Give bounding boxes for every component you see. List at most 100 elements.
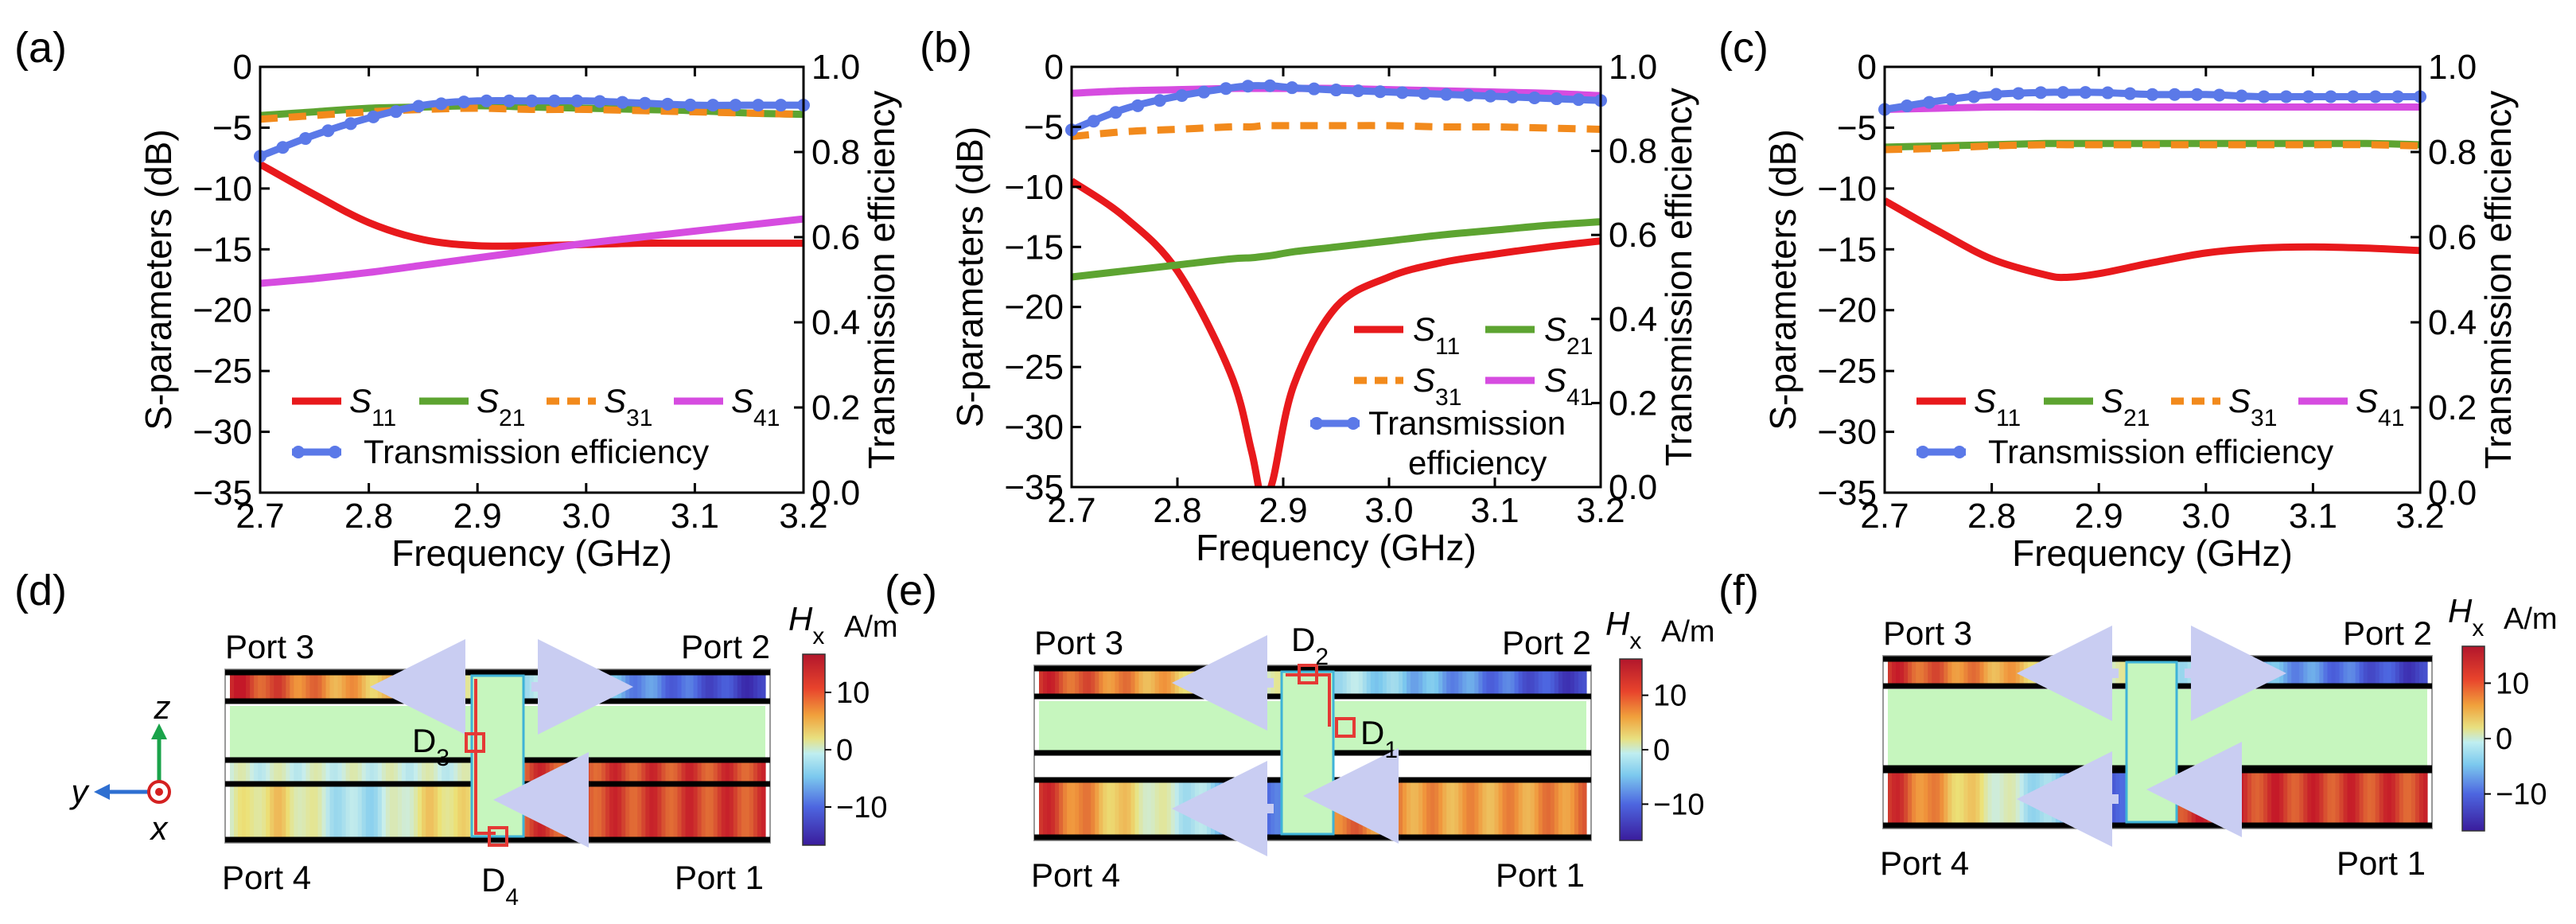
legend-label-s31: S31 <box>604 382 652 431</box>
te-marker <box>2190 88 2204 101</box>
te-marker <box>1219 82 1232 96</box>
y-tick-label: −20 <box>1817 291 1877 330</box>
panel-label: (b) <box>920 24 972 72</box>
legend-label-s21: S21 <box>1544 310 1593 360</box>
te-marker <box>570 94 584 107</box>
y-tick-label: 0 <box>1045 48 1064 87</box>
te-marker <box>2368 90 2382 103</box>
x-tick-label: 3.2 <box>2395 497 2444 536</box>
colorbar-unit: A/m <box>2504 602 2558 636</box>
te-marker <box>2391 90 2404 103</box>
detector-label-d3: D3 <box>412 722 449 771</box>
y2-tick-label: 0.4 <box>1609 300 1657 339</box>
te-marker <box>2346 90 2360 103</box>
x-tick-label: 2.7 <box>1047 491 1095 530</box>
series-line-s11 <box>1885 197 2420 282</box>
colorbar <box>1619 658 1643 841</box>
legend-label-s21: S21 <box>2101 382 2150 431</box>
te-marker <box>1461 88 1475 102</box>
y-tick-label: 0 <box>233 48 252 87</box>
detector-d2 <box>1298 664 1318 684</box>
y-axis-title: S-parameters (dB) <box>949 127 990 427</box>
te-marker <box>434 97 448 111</box>
te-marker <box>1527 91 1541 104</box>
detector-label-d1: D1 <box>1360 714 1398 763</box>
te-marker <box>1153 94 1166 107</box>
te-marker <box>1440 88 1453 101</box>
colorbar-tick: −10 <box>2496 778 2547 812</box>
y-tick-label: −35 <box>193 474 252 513</box>
x-tick-label: 2.9 <box>2075 497 2123 536</box>
te-marker <box>298 132 312 146</box>
te-marker <box>389 105 403 119</box>
y-tick-label: −10 <box>1817 170 1877 209</box>
te-marker <box>2257 90 2271 103</box>
y2-tick-label: 1.0 <box>1609 48 1657 87</box>
detector-label-d2: D2 <box>1291 621 1329 670</box>
port-label-4: Port 4 <box>1880 844 1969 882</box>
series-line-s41 <box>1885 103 2420 113</box>
legend-label-s11: S11 <box>1974 382 2021 431</box>
panel-label: (c) <box>1718 24 1769 72</box>
legend: S11 S21 S31 S41 Transmission efficiency <box>1916 382 2404 470</box>
y2-tick-label: 0.6 <box>2428 218 2477 257</box>
te-marker <box>412 99 426 113</box>
te-marker <box>1572 93 1586 107</box>
y-tick-label: −5 <box>212 108 252 147</box>
panel-label: (d) <box>14 567 67 614</box>
panel-label: (e) <box>885 567 937 614</box>
port-label-4: Port 4 <box>1031 856 1120 894</box>
colorbar-tick: −10 <box>836 791 887 825</box>
port-label-2: Port 2 <box>2343 614 2432 652</box>
panel-label: (a) <box>14 24 67 72</box>
te-marker <box>525 94 539 107</box>
port-label-1: Port 1 <box>675 859 764 896</box>
legend-label-te: Transmission efficiency <box>364 433 709 470</box>
legend: S11 S21 S31 S41 Transmission efficiency <box>292 382 780 470</box>
te-marker <box>2212 88 2226 102</box>
te-marker <box>503 94 516 107</box>
field-map-panel-f: (f) Port 3 Port 2 Port 4 Port 1 10 0 −10 Hx A/m <box>1718 567 2558 882</box>
te-marker <box>706 99 720 112</box>
y2-tick-label: 0.6 <box>1609 216 1657 255</box>
colorbar-tick: 0 <box>1653 734 1670 767</box>
te-marker <box>616 96 629 109</box>
series-line-s31 <box>1072 122 1601 140</box>
x-tick-label: 3.0 <box>2181 497 2230 536</box>
te-marker <box>1175 89 1189 103</box>
x-tick-label: 2.9 <box>1259 491 1307 530</box>
te-marker <box>321 124 335 138</box>
y-tick-label: −30 <box>1817 413 1877 452</box>
detector-d4 <box>488 826 508 847</box>
y2-axis-title: Transmission efficiency <box>861 91 902 470</box>
port-label-3: Port 3 <box>225 628 314 665</box>
port-label-3: Port 3 <box>1883 614 1972 652</box>
port-label-1: Port 1 <box>1496 856 1585 894</box>
te-marker <box>774 99 788 112</box>
y-tick-label: −10 <box>193 170 252 209</box>
plot-frame <box>259 65 805 494</box>
te-marker <box>1307 82 1321 96</box>
te-marker <box>752 99 765 112</box>
te-marker <box>1087 115 1100 128</box>
te-marker <box>1506 90 1520 103</box>
x-tick-label: 2.8 <box>1967 497 2016 536</box>
te-marker <box>2168 88 2181 101</box>
x-tick-label: 3.2 <box>779 497 827 536</box>
series-line-s41 <box>260 215 804 287</box>
panel-label: (f) <box>1718 567 1759 614</box>
colorbar-tick: 10 <box>1653 680 1687 713</box>
legend-label-te-2: efficiency <box>1408 444 1547 481</box>
x-tick-label: 3.2 <box>1576 491 1625 530</box>
port-label-2: Port 2 <box>681 628 770 665</box>
te-marker <box>1395 86 1409 99</box>
y2-axis-title: Transmission efficiency <box>2477 91 2519 470</box>
x-tick-label: 2.7 <box>235 497 284 536</box>
te-marker <box>2302 90 2315 103</box>
y2-tick-label: 0.4 <box>2428 303 2477 342</box>
series-line-s11 <box>1072 177 1601 487</box>
te-marker <box>1329 84 1343 97</box>
x-tick-label: 3.0 <box>1364 491 1413 530</box>
port-label-4: Port 4 <box>222 859 311 896</box>
